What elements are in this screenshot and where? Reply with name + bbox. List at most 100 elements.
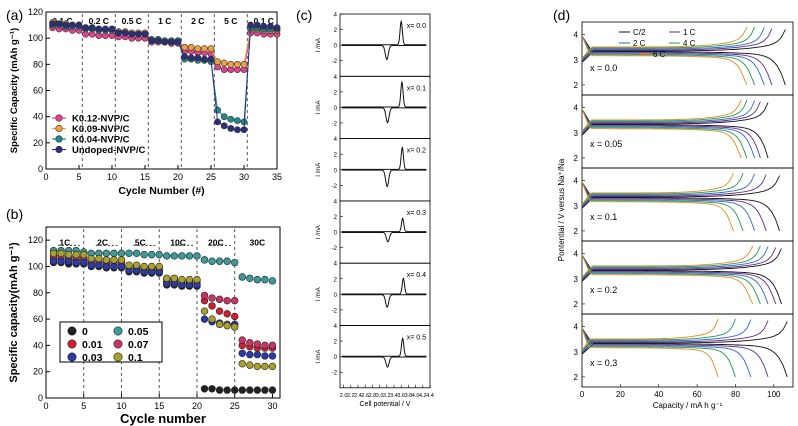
legend-swatch — [113, 352, 123, 362]
x-tick-label: 2.6 — [361, 393, 369, 399]
data-point — [108, 25, 116, 33]
data-point — [238, 336, 246, 344]
charge-curve — [581, 245, 761, 279]
discharge-curve — [581, 181, 780, 232]
x-tick-label: 2.0 — [340, 393, 348, 399]
data-point — [223, 310, 231, 318]
rate-label: 0.1 C — [52, 16, 72, 26]
y-tick-label: 2 — [574, 300, 579, 309]
data-point — [215, 307, 224, 315]
data-point — [246, 361, 254, 369]
y-tick-label: -2 — [332, 371, 338, 377]
legend: C/2 1 C 2 C 4 C 6 C — [619, 28, 696, 59]
x-tick-label: 0 — [580, 390, 585, 399]
x-tick-label: 30 — [267, 401, 277, 411]
cv-subplot: -2 0 2 4 I /mA x= 0.2 — [316, 137, 431, 202]
subplot-label: x= 0.4 — [407, 272, 426, 279]
y-tick-label: 3 — [574, 129, 579, 138]
y-tick-label: 2 — [334, 215, 338, 221]
data-point — [110, 256, 118, 264]
charge-curve — [581, 175, 780, 209]
subplot-label: x = 0.1 — [590, 212, 617, 222]
x-tick-label: 2.2 — [347, 393, 355, 399]
data-point — [223, 257, 231, 265]
y-tick-label: 0 — [38, 164, 43, 174]
y-tick-label: 3 — [574, 56, 579, 65]
legend-swatch — [55, 145, 63, 154]
x-tick-label: 2.4 — [354, 393, 362, 399]
oxidation-curve — [341, 146, 427, 170]
discharge-curve — [581, 35, 765, 86]
x-tick-label: 20 — [616, 390, 625, 399]
subplot-frame — [581, 94, 794, 169]
legend-label: 0.01 — [82, 339, 103, 351]
subplot-label: x = 0.3 — [590, 358, 617, 368]
oxidation-curve — [341, 337, 427, 357]
y-tick-label: 100 — [28, 261, 43, 271]
data-point — [220, 59, 228, 67]
gcd-subplot: 2 3 4 x = 0.3 — [574, 313, 794, 388]
data-point — [208, 257, 216, 265]
data-point — [181, 43, 188, 51]
charge-curve — [581, 321, 788, 355]
subplot-label: x= 0.3 — [407, 210, 426, 217]
y-axis-label: Pontential / V versus Na⁺/Na — [557, 158, 566, 261]
data-point — [125, 261, 133, 269]
data-point — [231, 312, 239, 321]
subplot-frame — [581, 240, 794, 315]
data-point — [178, 252, 186, 260]
data-point — [253, 386, 262, 394]
x-tick-label: 20 — [173, 172, 183, 182]
subplot-label: x = 0.05 — [590, 139, 622, 149]
data-point — [261, 341, 269, 350]
subplot-frame — [581, 313, 794, 388]
data-point — [240, 126, 248, 134]
legend-swatch — [113, 326, 123, 336]
y-tick-label: 4 — [334, 199, 338, 205]
rate-label: 2 C — [191, 16, 204, 26]
x-tick-label: 10 — [116, 401, 126, 411]
data-point — [187, 43, 195, 51]
data-point — [220, 113, 228, 121]
panel-b: 0 5 10 15 20 25 30 0 20 40 60 80 100 120 1C 2C 5C 10C 20C 3… — [8, 226, 281, 426]
data-point — [163, 252, 171, 260]
data-point — [247, 21, 254, 29]
cv-subplot: -2 0 2 4 I /mA x= 0.0 — [316, 13, 431, 77]
data-point — [95, 261, 103, 269]
charge-curve — [581, 248, 782, 282]
data-point — [57, 249, 65, 258]
y-tick-label: 4 — [574, 177, 579, 186]
data-point — [49, 257, 58, 265]
y-tick-label: 40 — [33, 112, 43, 122]
y-tick-label: 4 — [334, 13, 338, 19]
data-point — [231, 323, 239, 331]
reduction-curve — [341, 231, 427, 243]
x-tick-label: 5 — [76, 172, 81, 182]
data-point — [117, 262, 126, 271]
charge-curve — [581, 318, 719, 351]
data-point — [49, 249, 58, 258]
cv-subplot: -2 0 2 4 I /mA x= 0.3 — [316, 199, 431, 264]
oxidation-curve — [341, 277, 427, 295]
rate-label: 0.2 C — [89, 16, 109, 26]
x-tick-label: 3.2 — [383, 393, 391, 399]
x-tick-label: 80 — [731, 390, 740, 399]
gcd-subplot: 2 3 4 x = 0.05 — [574, 94, 794, 169]
y-tick-label: 20 — [33, 138, 43, 148]
data-point — [253, 340, 262, 348]
x-tick-label: 25 — [206, 172, 216, 182]
data-point — [87, 261, 95, 269]
y-tick-label: -2 — [332, 59, 338, 65]
gcd-subplot: 2 3 4 x = 0.2 — [574, 240, 794, 315]
y-axis-label: I /mA — [316, 100, 322, 114]
y-tick-label: 2 — [574, 373, 579, 382]
data-point — [240, 60, 248, 68]
y-tick-label: 0 — [334, 106, 338, 112]
data-point — [155, 262, 163, 271]
x-tick-label: 40 — [654, 390, 663, 399]
legend-label: 0.07 — [128, 339, 149, 351]
y-tick-label: 120 — [28, 7, 43, 17]
rate-label: 1 C — [158, 16, 171, 26]
discharge-curve — [581, 254, 777, 305]
legend-swatch — [113, 339, 123, 349]
